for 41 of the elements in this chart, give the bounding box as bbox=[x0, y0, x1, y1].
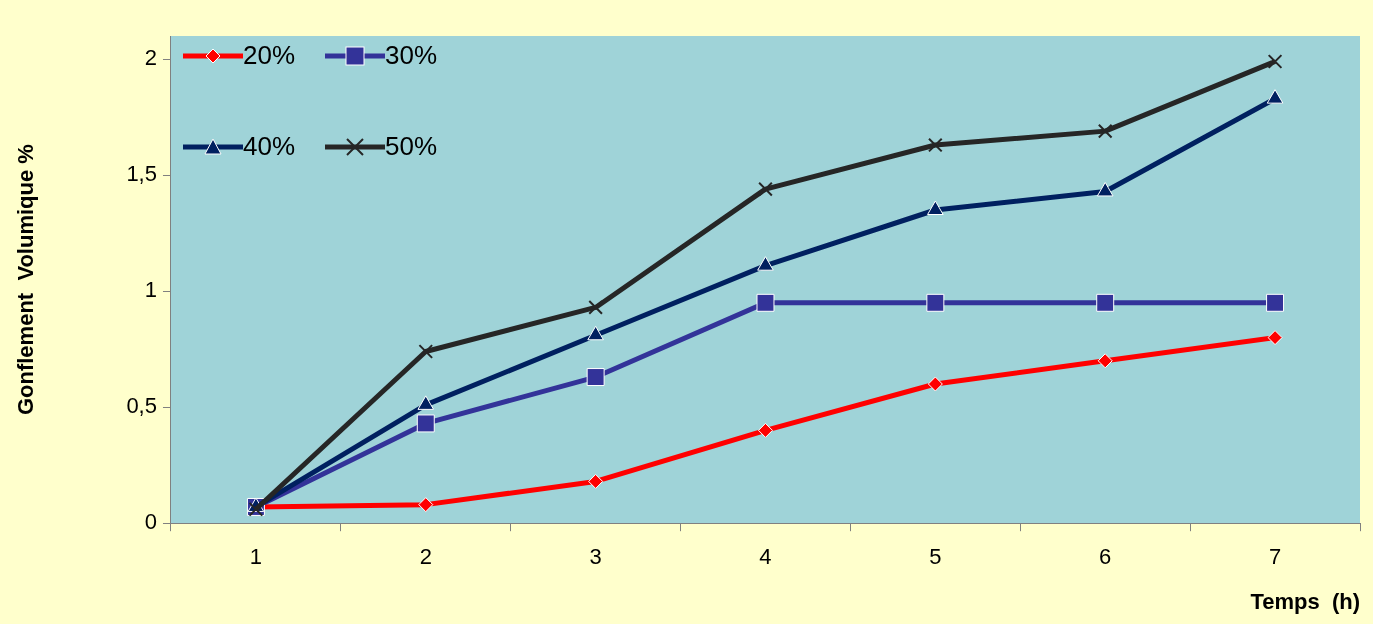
point bbox=[757, 256, 774, 271]
point bbox=[418, 497, 434, 513]
point bbox=[586, 368, 605, 387]
point bbox=[927, 200, 944, 215]
point bbox=[927, 376, 943, 392]
point bbox=[588, 300, 603, 315]
x-tick-label: 4 bbox=[759, 544, 772, 570]
point bbox=[1267, 330, 1283, 346]
x-tick-label: 2 bbox=[419, 544, 432, 570]
x-tick-label: 6 bbox=[1099, 544, 1112, 570]
point bbox=[1267, 54, 1283, 69]
x-tick-label: 7 bbox=[1268, 544, 1282, 570]
point bbox=[757, 422, 773, 438]
point bbox=[1097, 353, 1113, 369]
legend-label: 20% bbox=[242, 40, 296, 71]
x-tick-label: 5 bbox=[929, 544, 942, 570]
x-tick-label: 1 bbox=[249, 544, 263, 570]
point bbox=[1096, 293, 1115, 312]
x-tick-label: 3 bbox=[589, 544, 602, 570]
point bbox=[587, 325, 604, 341]
point bbox=[588, 473, 604, 489]
point bbox=[926, 293, 945, 312]
point bbox=[756, 293, 775, 312]
point bbox=[1266, 89, 1284, 104]
point bbox=[1266, 293, 1285, 312]
y-tick-label: 0,5 bbox=[126, 393, 157, 419]
y-tick-label: 1 bbox=[144, 277, 157, 303]
legend-label: 30% bbox=[385, 40, 438, 71]
point bbox=[927, 137, 943, 153]
legend-label: 50% bbox=[385, 131, 438, 162]
x-axis-title: Temps (h) bbox=[1250, 588, 1360, 614]
point bbox=[416, 414, 435, 433]
point bbox=[758, 181, 773, 197]
y-axis-title: Gonflement Volumique % bbox=[13, 144, 39, 416]
point bbox=[418, 344, 434, 359]
y-tick-label: 1,5 bbox=[126, 161, 157, 187]
legend-label: 40% bbox=[242, 131, 296, 162]
point bbox=[1097, 123, 1113, 139]
y-tick-label: 0 bbox=[144, 509, 157, 535]
point bbox=[1096, 181, 1114, 197]
y-tick-label: 2 bbox=[144, 45, 157, 71]
